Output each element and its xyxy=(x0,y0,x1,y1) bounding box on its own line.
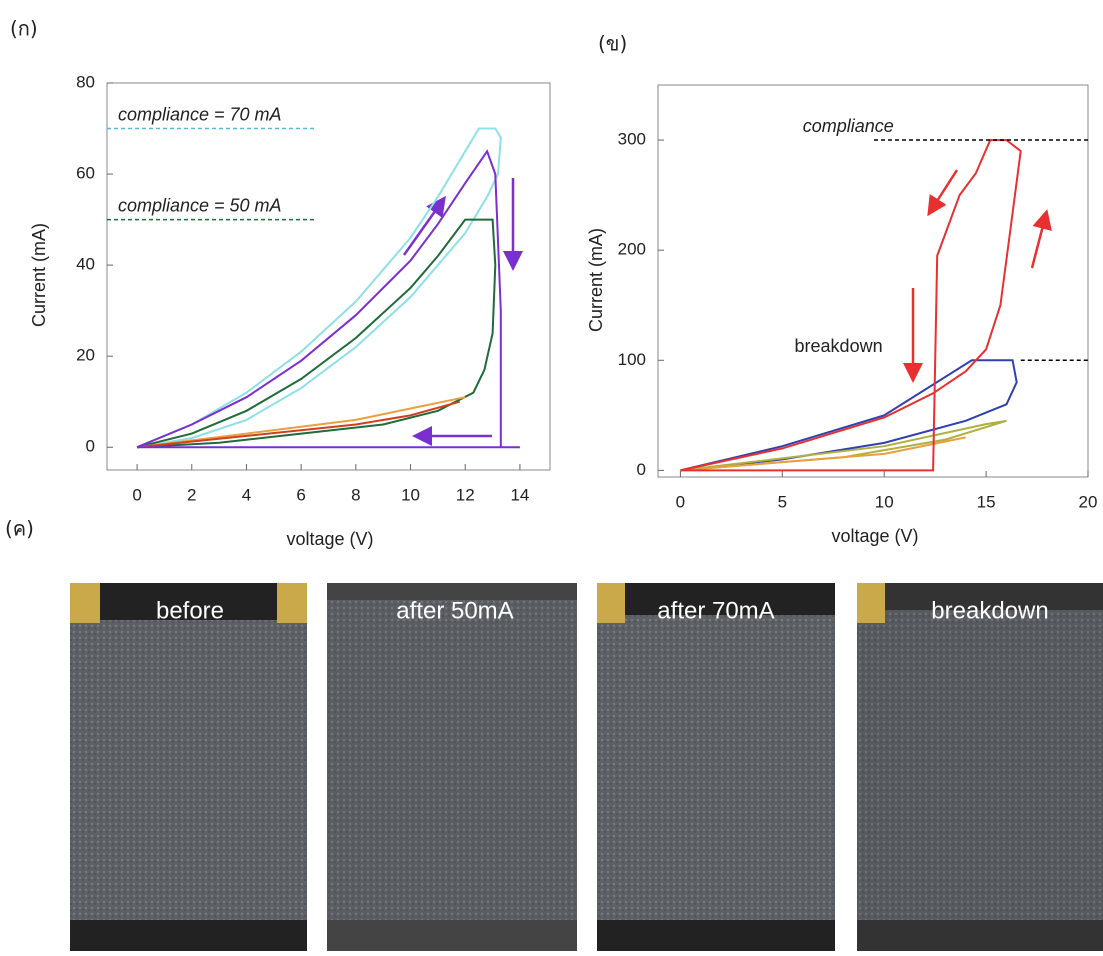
plot-frame xyxy=(106,82,551,471)
photo xyxy=(327,600,577,920)
series-line xyxy=(136,127,502,449)
pad xyxy=(70,583,100,623)
x-tick-label: 8 xyxy=(351,485,360,504)
pad xyxy=(597,583,625,623)
y-tick-label: 300 xyxy=(618,130,646,149)
series-line xyxy=(680,436,966,472)
series-line xyxy=(136,400,461,449)
series-line xyxy=(680,359,1018,472)
plot-frame xyxy=(657,84,1089,478)
x-tick-label: 15 xyxy=(977,492,996,511)
series-line xyxy=(136,218,497,449)
series-line xyxy=(136,149,520,449)
arrow xyxy=(927,169,959,217)
x-tick-label: 12 xyxy=(456,485,475,504)
photo xyxy=(597,615,835,920)
y-tick-label: 20 xyxy=(76,346,95,365)
x-tick-label: 4 xyxy=(242,485,251,504)
x-axis-label: voltage (V) xyxy=(831,526,918,546)
arrow xyxy=(1030,209,1052,269)
photo-strip xyxy=(70,583,1103,951)
y-tick-label: 60 xyxy=(76,164,95,183)
y-axis-label: Current (mA) xyxy=(586,228,606,332)
photo xyxy=(857,610,1103,920)
arrow xyxy=(402,195,446,256)
photo-label: breakdown xyxy=(931,597,1048,624)
series-line xyxy=(136,396,466,449)
annotation: breakdown xyxy=(795,336,883,356)
y-tick-label: 0 xyxy=(637,460,646,479)
y-tick-label: 80 xyxy=(76,72,95,91)
arrows xyxy=(402,169,1052,446)
x-tick-label: 14 xyxy=(510,485,529,504)
pad xyxy=(277,583,307,623)
photo xyxy=(70,620,307,920)
x-axis-label: voltage (V) xyxy=(286,529,373,549)
annotation: compliance = 50 mA xyxy=(118,195,282,215)
x-tick-label: 20 xyxy=(1079,492,1098,511)
panel-label: (ข) xyxy=(598,32,627,56)
y-tick-label: 40 xyxy=(76,255,95,274)
photo-label: after 70mA xyxy=(657,597,774,624)
x-tick-label: 5 xyxy=(778,492,787,511)
photo-label: before xyxy=(156,597,224,624)
x-tick-label: 0 xyxy=(676,492,685,511)
x-tick-label: 10 xyxy=(875,492,894,511)
y-tick-label: 200 xyxy=(618,240,646,259)
x-tick-label: 0 xyxy=(132,485,141,504)
pad xyxy=(857,583,885,623)
x-tick-label: 2 xyxy=(187,485,196,504)
panel-label: (ก) xyxy=(10,17,38,41)
panel-label: (ค) xyxy=(5,517,34,541)
y-axis-label: Current (mA) xyxy=(29,223,49,327)
annotation: compliance = 70 mA xyxy=(118,104,282,124)
annotation: compliance xyxy=(803,116,894,136)
x-tick-label: 10 xyxy=(401,485,420,504)
y-tick-label: 0 xyxy=(86,437,95,456)
photo-label: after 50mA xyxy=(396,597,513,624)
y-tick-label: 100 xyxy=(618,350,646,369)
series-line xyxy=(680,139,1022,472)
x-tick-label: 6 xyxy=(296,485,305,504)
